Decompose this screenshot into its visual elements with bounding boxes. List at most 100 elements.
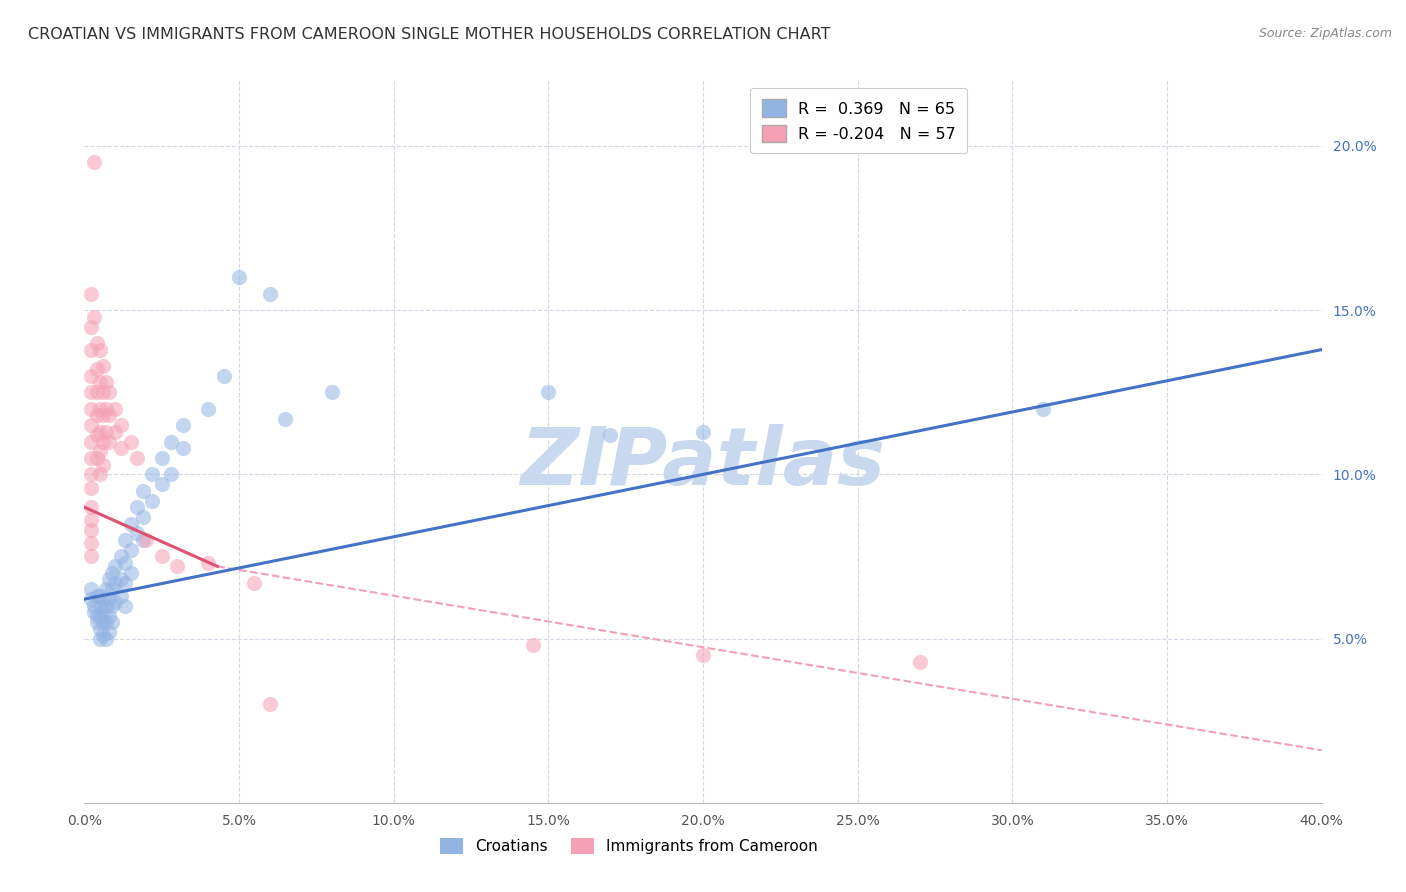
Point (86, 409, 108, 423)
Point (104, 575, 127, 590)
Point (522, 638, 544, 652)
Point (120, 516, 142, 531)
Point (98, 592, 121, 607)
Point (89, 401, 111, 416)
Point (101, 566, 124, 580)
Point (692, 425, 714, 439)
Point (599, 428, 621, 442)
Point (125, 526, 148, 541)
Point (120, 542, 142, 557)
Point (110, 418, 132, 433)
Point (89, 376, 111, 390)
Point (79, 500, 101, 515)
Point (98, 608, 121, 623)
Point (908, 655, 931, 669)
Point (98, 625, 121, 640)
Point (259, 286, 281, 301)
Point (1032, 401, 1054, 416)
Point (79, 582, 101, 597)
Point (91, 605, 114, 619)
Point (91, 359, 114, 373)
Point (83, 605, 105, 619)
Point (83, 599, 105, 613)
Point (86, 589, 108, 603)
Point (537, 385, 560, 400)
Point (98, 409, 121, 423)
Point (89, 589, 111, 603)
Point (172, 441, 194, 455)
Point (89, 599, 111, 613)
Point (86, 450, 108, 465)
Point (94, 425, 117, 439)
Point (243, 575, 266, 590)
Point (197, 401, 219, 416)
Point (94, 376, 117, 390)
Point (150, 549, 173, 564)
Point (101, 582, 124, 597)
Point (79, 536, 101, 550)
Point (79, 450, 101, 465)
Point (98, 385, 121, 400)
Point (101, 615, 124, 630)
Text: Source: ZipAtlas.com: Source: ZipAtlas.com (1258, 27, 1392, 40)
Point (166, 559, 188, 574)
Point (86, 428, 108, 442)
Point (101, 599, 124, 613)
Point (135, 533, 157, 547)
Point (86, 608, 108, 623)
Point (79, 467, 101, 482)
Point (114, 599, 136, 613)
Point (79, 418, 101, 433)
Point (321, 385, 343, 400)
Point (259, 698, 281, 712)
Legend: Croatians, Immigrants from Cameroon: Croatians, Immigrants from Cameroon (434, 832, 824, 860)
Point (141, 493, 163, 508)
Point (132, 483, 155, 498)
Point (79, 523, 101, 537)
Point (83, 155, 105, 169)
Point (110, 573, 132, 587)
Text: CROATIAN VS IMMIGRANTS FROM CAMEROON SINGLE MOTHER HOUSEHOLDS CORRELATION CHART: CROATIAN VS IMMIGRANTS FROM CAMEROON SIN… (28, 27, 831, 42)
Point (79, 592, 101, 607)
Point (132, 533, 155, 547)
Point (89, 632, 111, 646)
Point (91, 434, 114, 449)
Point (79, 513, 101, 527)
Point (79, 343, 101, 357)
Point (89, 343, 111, 357)
Point (79, 401, 101, 416)
Point (79, 385, 101, 400)
Point (692, 648, 714, 662)
Point (89, 622, 111, 636)
Point (79, 481, 101, 495)
Point (79, 434, 101, 449)
Point (160, 434, 183, 449)
Point (150, 477, 173, 491)
Point (94, 615, 117, 630)
Point (89, 444, 111, 458)
Point (94, 401, 117, 416)
Point (79, 549, 101, 564)
Text: ZIPatlas: ZIPatlas (520, 425, 886, 502)
Point (86, 615, 108, 630)
Point (114, 575, 136, 590)
Point (94, 632, 117, 646)
Point (83, 310, 105, 324)
Point (150, 450, 173, 465)
Point (104, 425, 127, 439)
Point (104, 401, 127, 416)
Point (86, 362, 108, 376)
Point (110, 549, 132, 564)
Point (89, 467, 111, 482)
Point (98, 573, 121, 587)
Point (132, 510, 155, 524)
Point (114, 533, 136, 547)
Point (125, 500, 148, 515)
Point (86, 385, 108, 400)
Point (89, 425, 111, 439)
Point (114, 556, 136, 570)
Point (197, 556, 219, 570)
Point (228, 270, 250, 285)
Point (110, 589, 132, 603)
Point (91, 615, 114, 630)
